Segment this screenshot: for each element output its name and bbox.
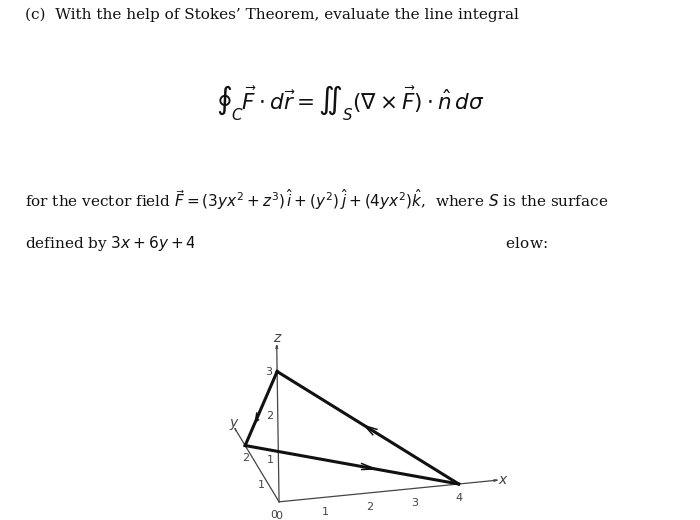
Text: $\oint_C \vec{F} \cdot d\vec{r} = \iint_S (\nabla \times \vec{F}) \cdot \hat{n}\: $\oint_C \vec{F} \cdot d\vec{r} = \iint_… [216, 83, 484, 123]
Text: (c)  With the help of Stokes’ Theorem, evaluate the line integral: (c) With the help of Stokes’ Theorem, ev… [25, 8, 519, 22]
Text: for the vector field $\vec{F} = (3yx^2 + z^3)\,\hat{i} + (y^2)\,\hat{j} + (4yx^2: for the vector field $\vec{F} = (3yx^2 +… [25, 187, 608, 212]
Text: defined by $3x + 6y + 4z = 12$, and $C$ is its boundary shown as below:: defined by $3x + 6y + 4z = 12$, and $C$ … [25, 234, 547, 253]
